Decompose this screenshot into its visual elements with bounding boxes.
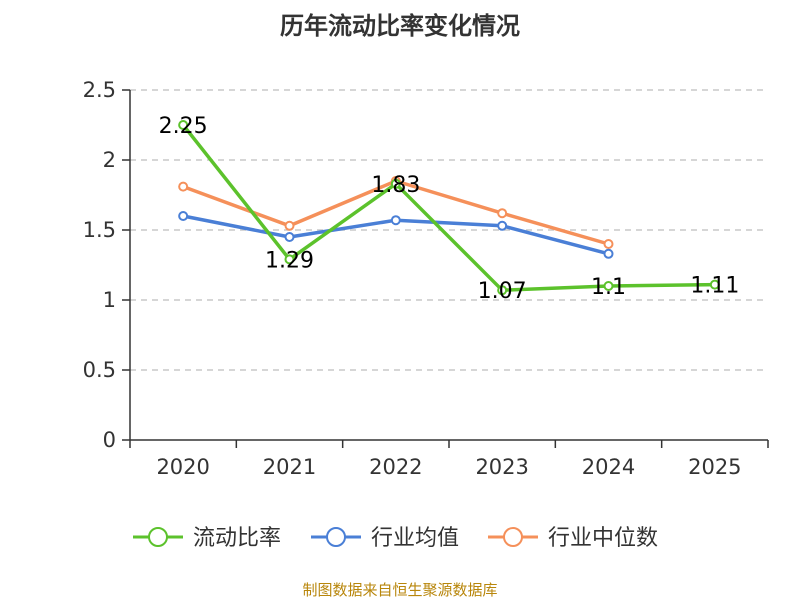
data-label: 1.1 (591, 275, 626, 300)
data-label: 1.11 (690, 274, 739, 299)
legend-marker (148, 527, 168, 547)
legend-label: 行业均值 (371, 526, 459, 551)
data-label: 1.83 (371, 173, 420, 198)
data-point (284, 220, 295, 231)
data-point (603, 239, 614, 249)
y-tick-label: 0 (103, 428, 116, 452)
legend-marker (326, 527, 346, 547)
x-tick-label: 2023 (475, 455, 528, 479)
source-note: 制图数据来自恒生聚源数据库 (302, 581, 497, 599)
data-point (178, 181, 189, 192)
data-label: 1.07 (478, 279, 527, 304)
data-point (284, 254, 295, 265)
data-labels: 2.25 1.29 1.83 1.07 1.1 1.11 (159, 114, 740, 304)
data-point (709, 279, 720, 290)
data-point (497, 220, 508, 231)
y-tick-label: 1 (103, 288, 116, 312)
data-label: 2.25 (159, 114, 208, 139)
x-tick-label: 2025 (688, 455, 741, 479)
data-point (284, 232, 295, 242)
y-tick-label: 0.5 (83, 358, 116, 382)
legend-marker (503, 527, 523, 547)
chart-title: 历年流动比率变化情况 (280, 12, 520, 40)
data-point (603, 281, 614, 291)
legend-item[interactable]: 行业中位数 (488, 526, 658, 551)
data-point (178, 211, 189, 221)
legend-label: 行业中位数 (548, 526, 658, 551)
grid-lines (130, 89, 768, 371)
data-point (390, 215, 401, 226)
data-point (390, 178, 401, 189)
data-point (603, 248, 614, 259)
data-point (178, 120, 189, 130)
data-point (497, 285, 508, 296)
x-tick-label: 2024 (582, 455, 635, 479)
x-tick-label: 2020 (156, 455, 209, 479)
y-tick-label: 1.5 (83, 218, 116, 242)
y-tick-label: 2.5 (83, 78, 116, 102)
x-tick-label: 2022 (369, 455, 422, 479)
legend[interactable]: 流动比率 行业均值 行业中位数 (133, 526, 658, 551)
legend-label: 流动比率 (193, 526, 281, 551)
data-label: 1.29 (265, 248, 314, 273)
axes: 0 0.5 1 1.5 2 2.5 2020 2021 2022 2023 2024 2025 (83, 78, 769, 479)
y-tick-label: 2 (103, 148, 116, 172)
legend-item[interactable]: 流动比率 (133, 526, 281, 551)
x-tick-label: 2021 (263, 455, 316, 479)
series-group (178, 120, 720, 296)
series-line (181, 123, 715, 292)
data-point (497, 208, 508, 219)
legend-item[interactable]: 行业均值 (311, 526, 459, 551)
